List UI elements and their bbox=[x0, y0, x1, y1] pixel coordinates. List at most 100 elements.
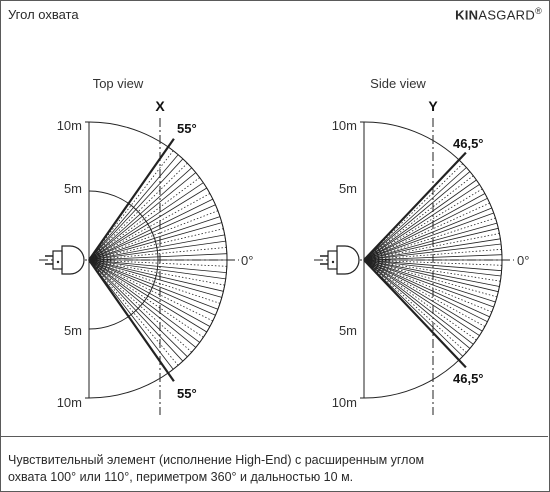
angle-boundary-ray bbox=[363, 259, 467, 369]
zone-chord bbox=[199, 337, 204, 343]
side-view-geometry bbox=[314, 118, 514, 415]
caption-divider bbox=[0, 436, 548, 437]
zone-chord bbox=[462, 163, 467, 168]
zone-chord bbox=[487, 198, 491, 204]
caption-text: Чувствительный элемент (исполнение High-… bbox=[8, 452, 538, 486]
zone-chord bbox=[493, 301, 496, 308]
detection-ray bbox=[363, 259, 474, 345]
detection-ray bbox=[88, 253, 227, 261]
detection-ray bbox=[363, 259, 477, 341]
zone-chord bbox=[497, 228, 500, 234]
detection-ray bbox=[363, 193, 486, 261]
zone-chord bbox=[219, 216, 223, 223]
zone-chord bbox=[224, 234, 227, 242]
zone-chord bbox=[182, 356, 188, 362]
detection-ray bbox=[88, 158, 184, 261]
caption-line-1: Чувствительный элемент (исполнение High-… bbox=[8, 453, 425, 467]
detection-ray bbox=[363, 171, 471, 261]
detection-ray bbox=[363, 259, 490, 318]
zone-chord bbox=[489, 202, 493, 209]
zone-chord bbox=[472, 339, 477, 345]
detection-ray bbox=[88, 259, 184, 362]
detection-ray bbox=[363, 259, 500, 287]
detection-ray bbox=[363, 259, 494, 308]
zone-chord bbox=[191, 347, 197, 353]
sensor-dot bbox=[56, 260, 60, 264]
zone-chord bbox=[484, 321, 488, 327]
sensor-dome bbox=[61, 245, 85, 275]
detection-ray bbox=[88, 172, 197, 261]
zone-chord bbox=[484, 193, 488, 199]
zone-chord bbox=[499, 233, 501, 239]
zone-chord bbox=[493, 212, 496, 219]
detection-ray bbox=[88, 154, 179, 261]
zone-chord bbox=[217, 210, 221, 217]
detection-ray bbox=[88, 187, 208, 261]
zone-chord bbox=[491, 306, 495, 313]
detection-ray bbox=[88, 204, 216, 261]
top-view-geometry bbox=[39, 118, 239, 415]
detection-ray bbox=[363, 238, 501, 261]
detection-ray bbox=[88, 259, 219, 310]
zone-chord bbox=[499, 281, 501, 287]
zone-chord bbox=[495, 217, 498, 224]
zone-chord bbox=[500, 270, 502, 277]
detection-ray bbox=[88, 259, 188, 358]
detection-ray bbox=[363, 222, 498, 261]
zone-chord bbox=[466, 348, 471, 353]
zone-chord bbox=[466, 167, 471, 172]
zone-chord bbox=[209, 193, 214, 200]
top-view-label: Top view bbox=[93, 76, 144, 91]
zone-chord bbox=[472, 175, 477, 181]
detection-ray bbox=[88, 167, 192, 261]
detection-ray bbox=[363, 227, 499, 261]
zone-chord bbox=[206, 187, 211, 194]
detection-ray bbox=[363, 188, 483, 261]
detection-ray bbox=[363, 259, 496, 303]
zone-chord bbox=[221, 291, 224, 298]
detection-ray bbox=[363, 259, 502, 272]
zone-chord bbox=[469, 344, 474, 349]
top-angle-lower: 55° bbox=[177, 386, 197, 401]
zone-chord bbox=[487, 316, 491, 322]
detection-ray bbox=[88, 198, 213, 261]
zone-chord bbox=[496, 291, 499, 297]
zone-chord bbox=[187, 162, 192, 169]
sensor-dome bbox=[336, 245, 360, 275]
detection-ray bbox=[363, 254, 502, 261]
zone-chord bbox=[497, 286, 500, 292]
detection-ray bbox=[88, 259, 216, 316]
zone-chord bbox=[481, 326, 486, 332]
detection-ray bbox=[88, 259, 224, 292]
detection-ray bbox=[363, 212, 494, 261]
zone-chord bbox=[476, 335, 480, 341]
top-view-diagram: Top view X 10m 5m 5m 10m 55° 55° 0° bbox=[39, 76, 253, 415]
zone-chord bbox=[481, 188, 486, 194]
side-axis-y-label: Y bbox=[428, 98, 438, 114]
detection-ray bbox=[363, 184, 480, 261]
zone-chord bbox=[202, 182, 208, 189]
side-range-10m-lower: 10m bbox=[332, 395, 357, 410]
detection-ray bbox=[88, 182, 204, 261]
zone-chord bbox=[172, 150, 179, 156]
zone-chord bbox=[202, 331, 208, 338]
zone-chord bbox=[221, 222, 224, 229]
zone-chord bbox=[182, 158, 188, 164]
brand-rest: ASGARD bbox=[478, 7, 536, 23]
side-range-10m-upper: 10m bbox=[332, 118, 357, 133]
top-zero-label: 0° bbox=[241, 253, 253, 268]
zone-chord bbox=[219, 297, 223, 304]
zone-chord bbox=[226, 247, 228, 254]
top-axis-x-label: X bbox=[155, 98, 165, 114]
angle-boundary-ray bbox=[363, 151, 467, 261]
angle-boundary-ray bbox=[88, 138, 175, 261]
detection-ray bbox=[363, 259, 471, 349]
zone-chord bbox=[479, 184, 483, 190]
zone-chord bbox=[209, 320, 214, 327]
detection-ray bbox=[363, 167, 467, 261]
detection-ray bbox=[363, 259, 483, 332]
zone-chord bbox=[479, 330, 483, 336]
zone-chord bbox=[212, 198, 216, 205]
zone-chord bbox=[496, 223, 499, 229]
